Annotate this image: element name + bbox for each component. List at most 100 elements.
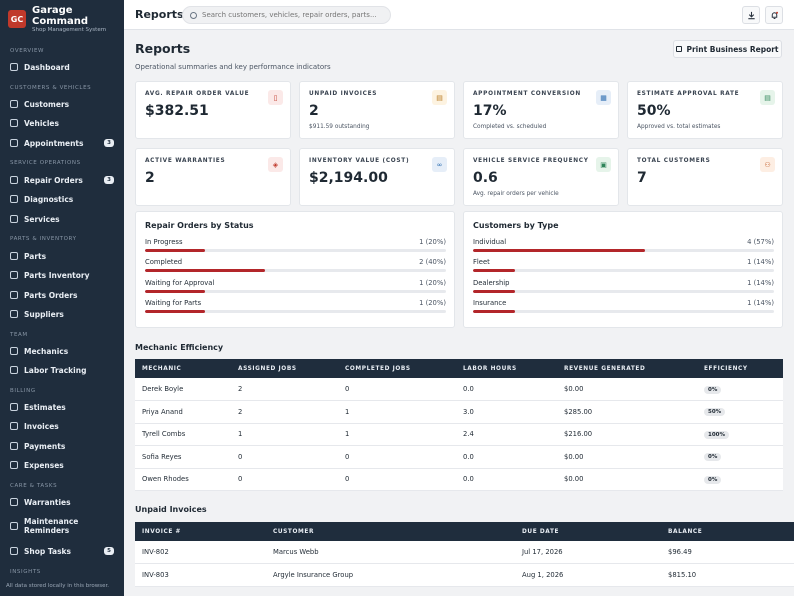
nav-section-billing: BILLING bbox=[10, 388, 36, 394]
table-row[interactable]: Derek Boyle 2 0 0.0 $0.00 0% bbox=[135, 378, 783, 401]
sidebar-item-parts-inventory[interactable]: Parts Inventory bbox=[0, 266, 124, 284]
invoice-number: INV-802 bbox=[135, 541, 266, 564]
sidebar-item-shop-tasks[interactable]: Shop Tasks 5 bbox=[0, 542, 124, 560]
kpi-label: VEHICLE SERVICE FREQUENCY bbox=[473, 158, 589, 164]
bar-value: 1 (14%) bbox=[747, 299, 774, 307]
bar-value: 1 (14%) bbox=[747, 258, 774, 266]
invoice-customer: Marcus Webb bbox=[266, 541, 515, 564]
table-row[interactable]: Priya Anand 2 1 3.0 $285.00 50% bbox=[135, 400, 783, 424]
column-header[interactable]: REVENUE GENERATED bbox=[557, 359, 697, 378]
sidebar-item-label: Parts Orders bbox=[24, 290, 78, 300]
kpi-value: 17% bbox=[473, 103, 507, 119]
kpi-card: ACTIVE WARRANTIES 2 ◈ bbox=[135, 148, 291, 206]
column-header[interactable]: MECHANIC bbox=[135, 359, 231, 378]
bar-label: Completed bbox=[145, 258, 183, 266]
kpi-value: $2,194.00 bbox=[309, 170, 388, 186]
table-row[interactable]: INV-802 Marcus Webb Jul 17, 2026 $96.49 bbox=[135, 541, 794, 564]
sidebar-item-label: Labor Tracking bbox=[24, 365, 87, 375]
sidebar-item-appointments[interactable]: Appointments 3 bbox=[0, 134, 124, 152]
car-icon bbox=[10, 119, 18, 127]
bar-value: 4 (57%) bbox=[747, 238, 774, 246]
bar-track bbox=[145, 310, 446, 313]
mechanic-name: Derek Boyle bbox=[135, 378, 231, 401]
column-header[interactable]: ASSIGNED JOBS bbox=[231, 359, 338, 378]
assigned-jobs: 1 bbox=[231, 423, 338, 446]
print-report-label: Print Business Report bbox=[686, 44, 779, 54]
column-header[interactable]: BALANCE bbox=[661, 522, 794, 541]
sidebar-item-label: Parts Inventory bbox=[24, 270, 90, 280]
bar-value: 1 (20%) bbox=[419, 238, 446, 246]
completed-jobs: 0 bbox=[338, 378, 456, 401]
search-box[interactable] bbox=[182, 6, 391, 24]
shield-icon: ◈ bbox=[268, 157, 283, 172]
sidebar-item-label: Diagnostics bbox=[24, 194, 74, 204]
building-icon bbox=[10, 310, 18, 318]
sidebar-item-payments[interactable]: Payments bbox=[0, 437, 124, 455]
sidebar-item-diagnostics[interactable]: Diagnostics bbox=[0, 190, 124, 208]
sidebar-item-invoices[interactable]: Invoices bbox=[0, 417, 124, 435]
table-row[interactable]: Tyrell Combs 1 1 2.4 $216.00 100% bbox=[135, 423, 783, 446]
box-icon bbox=[10, 252, 18, 260]
table-row[interactable]: Owen Rhodes 0 0 0.0 $0.00 0% bbox=[135, 468, 783, 491]
kpi-note: Completed vs. scheduled bbox=[473, 124, 547, 130]
sidebar-item-vehicles[interactable]: Vehicles bbox=[0, 114, 124, 132]
section-title-unpaid-invoices: Unpaid Invoices bbox=[135, 505, 207, 514]
sidebar-item-repair-orders[interactable]: Repair Orders 3 bbox=[0, 171, 124, 189]
kpi-label: UNPAID INVOICES bbox=[309, 91, 378, 97]
users-icon bbox=[10, 100, 18, 108]
sidebar-item-services[interactable]: Services bbox=[0, 210, 124, 228]
kpi-label: ESTIMATE APPROVAL RATE bbox=[637, 91, 740, 97]
sidebar-item-suppliers[interactable]: Suppliers bbox=[0, 305, 124, 323]
sidebar-item-mechanics[interactable]: Mechanics bbox=[0, 342, 124, 360]
sidebar-item-dashboard[interactable]: Dashboard bbox=[0, 58, 124, 76]
document-icon: ▤ bbox=[760, 90, 775, 105]
inventory-icon bbox=[10, 271, 18, 279]
column-header[interactable]: COMPLETED JOBS bbox=[338, 359, 456, 378]
sidebar-item-label: Parts bbox=[24, 251, 47, 261]
bell-icon bbox=[10, 522, 18, 530]
print-report-button[interactable]: Print Business Report bbox=[673, 40, 782, 58]
notifications-button[interactable] bbox=[765, 6, 783, 24]
column-header[interactable]: CUSTOMER bbox=[266, 522, 515, 541]
table-row[interactable]: INV-803 Argyle Insurance Group Aug 1, 20… bbox=[135, 563, 794, 587]
nav-section-insights: INSIGHTS bbox=[10, 569, 41, 575]
panel-title: Repair Orders by Status bbox=[145, 221, 254, 230]
nav-section-care-tasks: CARE & TASKS bbox=[10, 483, 58, 489]
labor-hours: 0.0 bbox=[456, 468, 557, 491]
download-button[interactable] bbox=[742, 6, 760, 24]
brand[interactable]: GC Garage Command Shop Management System bbox=[0, 0, 124, 33]
sidebar-item-parts[interactable]: Parts bbox=[0, 247, 124, 265]
sidebar-item-maintenance-reminders[interactable]: Maintenance Reminders bbox=[0, 515, 124, 537]
efficiency-badge: 50% bbox=[704, 408, 726, 417]
sidebar-item-expenses[interactable]: Expenses bbox=[0, 456, 124, 474]
column-header[interactable]: EFFICIENCY bbox=[697, 359, 783, 378]
count-badge: 5 bbox=[104, 547, 114, 555]
sidebar-item-estimates[interactable]: Estimates bbox=[0, 398, 124, 416]
labor-hours: 3.0 bbox=[456, 400, 557, 424]
column-header[interactable]: DUE DATE bbox=[515, 522, 661, 541]
sidebar-item-label: Maintenance bbox=[24, 517, 79, 526]
labor-hours: 0.0 bbox=[456, 445, 557, 469]
customers-by-type-panel: Customers by Type Individual 4 (57%) Fle… bbox=[463, 211, 783, 328]
column-header[interactable]: INVOICE # bbox=[135, 522, 266, 541]
sidebar-item-label: Mechanics bbox=[24, 346, 69, 356]
invoice-number: INV-803 bbox=[135, 563, 266, 587]
bar-fill bbox=[145, 290, 206, 293]
receipt-icon: ▯ bbox=[268, 90, 283, 105]
sidebar-item-labor-tracking[interactable]: Labor Tracking bbox=[0, 361, 124, 379]
kpi-card: INVENTORY VALUE (COST) $2,194.00 ∞ bbox=[299, 148, 455, 206]
diagnostics-icon bbox=[10, 195, 18, 203]
bar-label: Waiting for Approval bbox=[145, 279, 215, 287]
bar-track bbox=[473, 249, 774, 252]
column-header[interactable]: LABOR HOURS bbox=[456, 359, 557, 378]
sidebar-item-label: Customers bbox=[24, 99, 70, 109]
wallet-icon bbox=[10, 461, 18, 469]
sidebar-item-warranties[interactable]: Warranties bbox=[0, 493, 124, 511]
search-input[interactable] bbox=[202, 11, 382, 19]
sidebar-item-parts-orders[interactable]: Parts Orders bbox=[0, 286, 124, 304]
count-badge: 3 bbox=[104, 176, 114, 184]
users-icon: ⚇ bbox=[760, 157, 775, 172]
table-row[interactable]: Sofia Reyes 0 0 0.0 $0.00 0% bbox=[135, 445, 783, 469]
sidebar-item-customers[interactable]: Customers bbox=[0, 95, 124, 113]
nav-section-parts-inventory: PARTS & INVENTORY bbox=[10, 236, 77, 242]
